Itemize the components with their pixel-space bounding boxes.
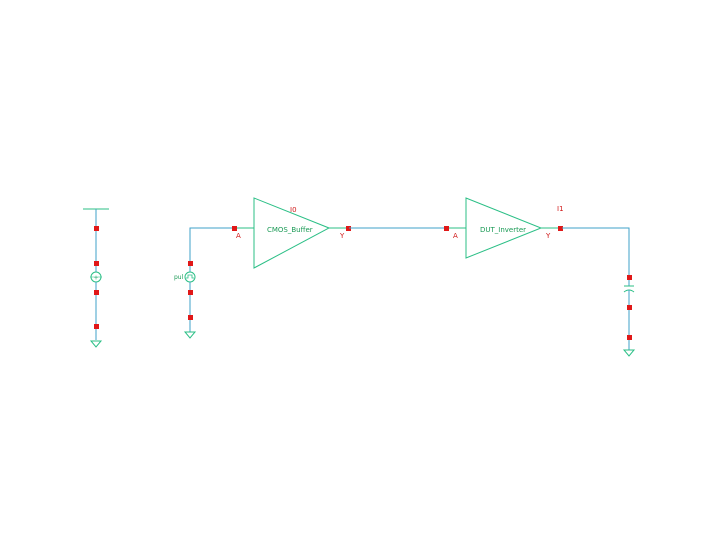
pulse-source-icon: [184, 271, 196, 283]
terminal-pin[interactable]: [188, 315, 193, 320]
buffer-input-pin-label: A: [236, 232, 241, 240]
ground-icon: [622, 349, 636, 357]
buffer-instance-label: I0: [290, 206, 297, 214]
terminal-pin[interactable]: [94, 290, 99, 295]
vdc-source-icon: +: [90, 271, 102, 283]
vdc-supply-column[interactable]: +: [83, 208, 109, 348]
buffer-instance[interactable]: CMOS_Buffer I0 A Y: [232, 197, 351, 269]
terminal-pin[interactable]: [94, 226, 99, 231]
terminal-pin[interactable]: [188, 290, 193, 295]
inverter-instance[interactable]: DUT_Inverter I1 A Y: [444, 197, 564, 259]
inverter-name: DUT_Inverter: [480, 226, 526, 234]
pulse-source-column[interactable]: pul: [174, 227, 234, 339]
inverter-input-pin-label: A: [453, 232, 458, 240]
buffer-output-pin-label: Y: [339, 232, 345, 240]
terminal-pin[interactable]: [94, 324, 99, 329]
terminal-pin[interactable]: [94, 261, 99, 266]
inverter-instance-label: I1: [557, 205, 564, 213]
terminal-pin[interactable]: [627, 335, 632, 340]
inverter-input-pin[interactable]: [444, 226, 449, 231]
inverter-output-pin-label: Y: [545, 232, 551, 240]
load-capacitor-column[interactable]: [562, 227, 636, 357]
ground-icon: [89, 340, 103, 348]
ground-icon: [183, 331, 197, 339]
buffer-name: CMOS_Buffer: [267, 226, 313, 234]
buffer-input-pin[interactable]: [232, 226, 237, 231]
inverter-output-pin[interactable]: [558, 226, 563, 231]
pulse-source-label: pul: [174, 274, 184, 281]
terminal-pin[interactable]: [627, 275, 632, 280]
buffer-output-pin[interactable]: [346, 226, 351, 231]
svg-text:+: +: [94, 275, 99, 282]
inverter-symbol: [465, 197, 543, 259]
terminal-pin[interactable]: [188, 261, 193, 266]
buffer-symbol: [253, 197, 331, 269]
terminal-pin[interactable]: [627, 305, 632, 310]
